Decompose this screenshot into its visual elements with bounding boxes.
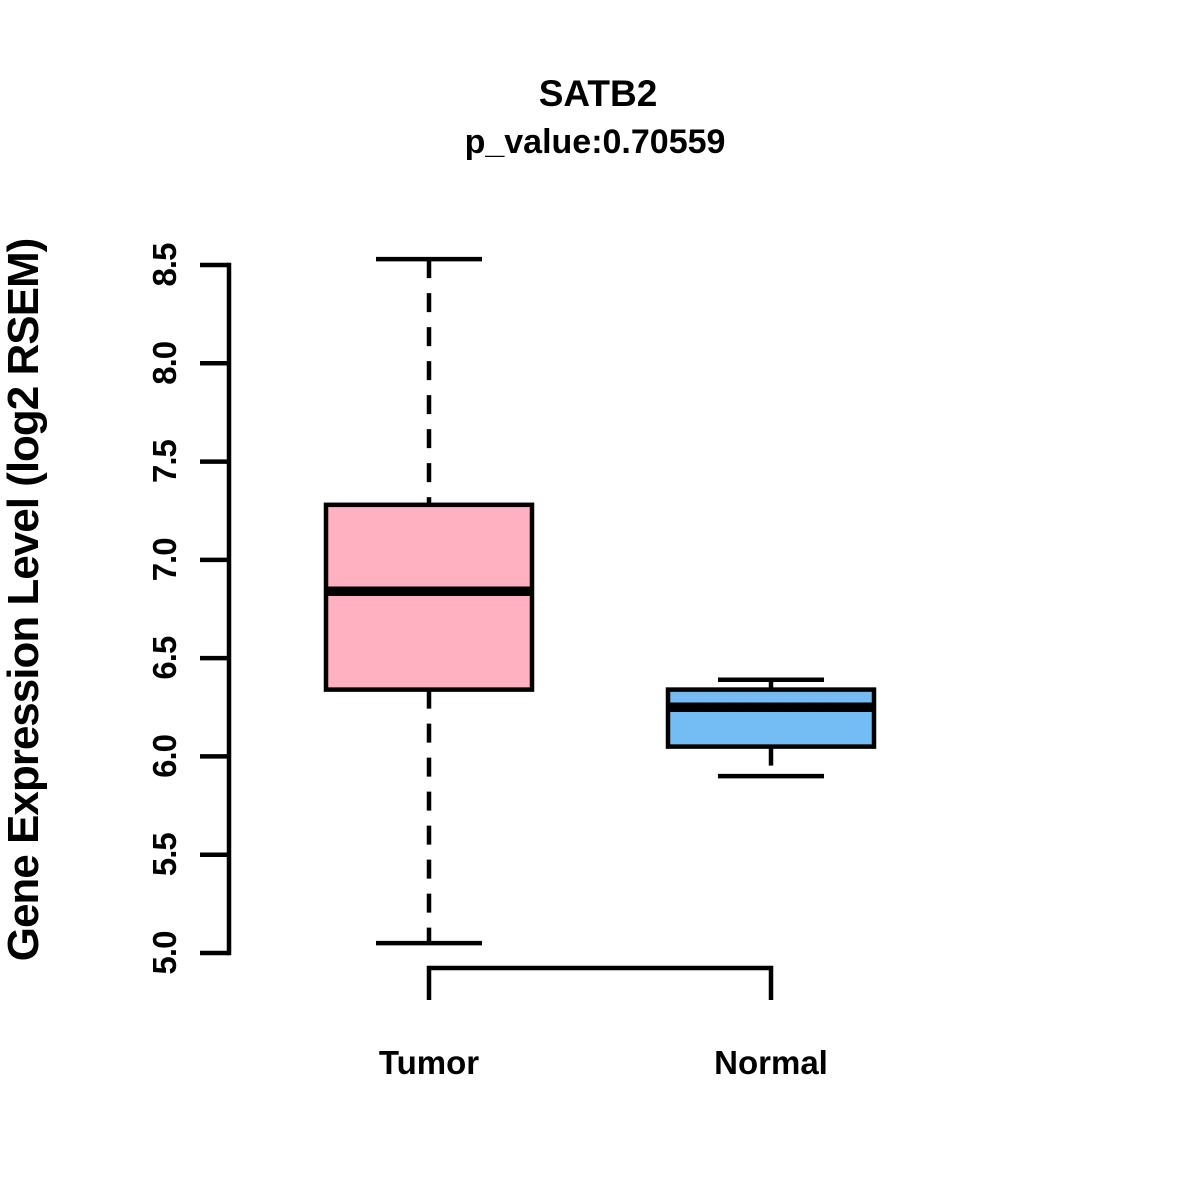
tumor-box	[323, 502, 535, 692]
y-axis-title: Gene Expression Level (log2 RSEM)	[0, 239, 48, 962]
y-tick-label: 5.5	[146, 833, 183, 877]
y-tick-label: 6.5	[146, 636, 183, 680]
chart-subtitle: p_value:0.70559	[465, 123, 726, 161]
y-axis: 5.0 5.5 6.0 6.5 7.0 7.5 8.0 8.5	[146, 243, 232, 975]
y-tick-label: 8.0	[146, 342, 183, 385]
y-tick-label: 5.0	[146, 932, 183, 975]
x-axis-line	[426, 965, 774, 1000]
x-axis-bracket	[426, 965, 774, 1000]
y-tick-label: 6.0	[146, 735, 183, 778]
normal-box	[665, 687, 877, 749]
boxplot-boxes	[323, 256, 877, 946]
y-tick-label: 7.5	[146, 439, 183, 483]
x-category-label-tumor: Tumor	[379, 1044, 479, 1081]
x-category-label-normal: Normal	[714, 1044, 828, 1081]
y-tick-label: 8.5	[146, 243, 183, 287]
chart-title: SATB2	[539, 73, 658, 114]
y-tick-label: 7.0	[146, 538, 183, 581]
